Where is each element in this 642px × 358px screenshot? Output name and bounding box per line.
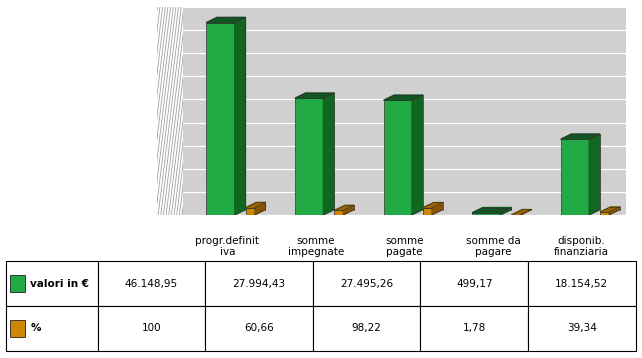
Polygon shape: [473, 208, 511, 213]
Polygon shape: [609, 207, 620, 215]
Text: 60,66: 60,66: [244, 323, 274, 333]
Bar: [528, 306, 636, 351]
Text: 27.495,26: 27.495,26: [340, 279, 393, 289]
Bar: [6, 261, 98, 306]
Polygon shape: [343, 205, 354, 215]
Polygon shape: [423, 203, 442, 208]
Polygon shape: [255, 202, 265, 215]
Polygon shape: [384, 95, 422, 100]
Text: 39,34: 39,34: [567, 323, 596, 333]
Bar: [10, 320, 25, 337]
Bar: [98, 306, 205, 351]
Bar: [384, 100, 412, 215]
Polygon shape: [512, 209, 531, 215]
Bar: [6, 306, 98, 351]
Polygon shape: [324, 93, 334, 215]
Text: somme
pagate: somme pagate: [385, 236, 424, 257]
Bar: [473, 213, 501, 215]
Polygon shape: [521, 209, 531, 215]
Bar: [313, 261, 421, 306]
Bar: [10, 275, 25, 292]
Polygon shape: [432, 203, 442, 215]
Polygon shape: [412, 95, 422, 215]
Text: progr.definit
iva: progr.definit iva: [195, 236, 259, 257]
Polygon shape: [561, 134, 600, 139]
Bar: [295, 98, 324, 215]
Bar: [246, 208, 255, 215]
Text: 1,78: 1,78: [463, 323, 486, 333]
Bar: [98, 261, 205, 306]
Text: 18.154,52: 18.154,52: [555, 279, 609, 289]
Bar: [423, 208, 432, 215]
Polygon shape: [589, 134, 600, 215]
Polygon shape: [334, 205, 354, 211]
Polygon shape: [235, 17, 245, 215]
Polygon shape: [207, 17, 245, 23]
Text: 27.994,43: 27.994,43: [232, 279, 286, 289]
Text: 46.148,95: 46.148,95: [125, 279, 178, 289]
Text: somme
impegnate: somme impegnate: [288, 236, 344, 257]
Bar: [313, 306, 421, 351]
Bar: [205, 306, 313, 351]
Bar: [600, 212, 609, 215]
Polygon shape: [501, 208, 511, 215]
Text: valori in €: valori in €: [30, 279, 89, 289]
Bar: [205, 261, 313, 306]
Polygon shape: [600, 207, 620, 212]
Bar: [334, 211, 343, 215]
Text: somme da
pagare: somme da pagare: [465, 236, 521, 257]
Bar: [421, 306, 528, 351]
Polygon shape: [246, 202, 265, 208]
Text: disponib.
finanziaria: disponib. finanziaria: [554, 236, 609, 257]
Bar: [207, 23, 235, 215]
Polygon shape: [295, 93, 334, 98]
Text: %: %: [30, 323, 41, 333]
Bar: [528, 261, 636, 306]
Text: 98,22: 98,22: [352, 323, 381, 333]
Bar: [561, 139, 589, 215]
Text: 499,17: 499,17: [456, 279, 492, 289]
Bar: [421, 261, 528, 306]
Text: 100: 100: [142, 323, 161, 333]
